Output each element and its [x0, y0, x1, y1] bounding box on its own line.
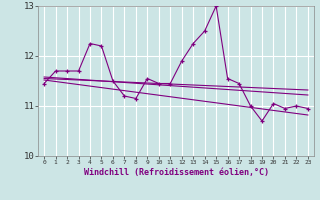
- X-axis label: Windchill (Refroidissement éolien,°C): Windchill (Refroidissement éolien,°C): [84, 168, 268, 177]
